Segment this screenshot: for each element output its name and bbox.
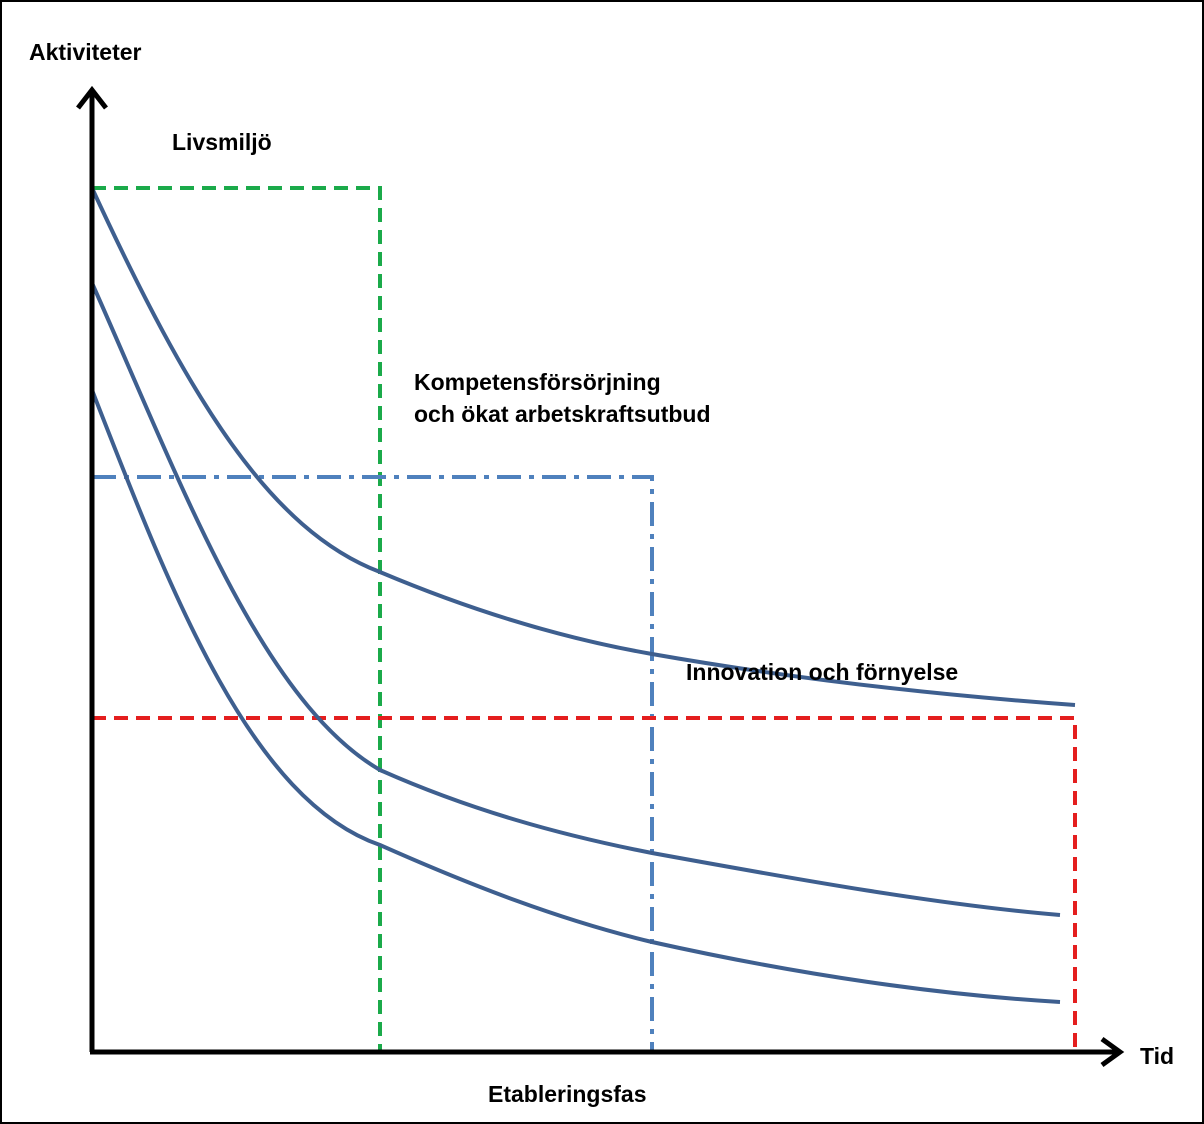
y-axis-label: Aktiviteter — [29, 39, 142, 65]
etablering-label: Etableringsfas — [488, 1081, 647, 1107]
arrow-up-icon — [76, 85, 108, 110]
innovation-label: Innovation och förnyelse — [686, 659, 959, 685]
livsmiljo-box — [92, 186, 382, 1052]
innovation-box — [92, 716, 1077, 1052]
x-axis-label: Tid — [1140, 1043, 1175, 1069]
arrow-right-icon — [1100, 1036, 1125, 1068]
livsmiljo-label: Livsmiljö — [172, 129, 272, 155]
curve-bottom — [90, 389, 1061, 1004]
kompetens-label-line2: och ökat arbetskraftsutbud — [414, 401, 711, 427]
kompetens-label-line1: Kompetensförsörjning — [414, 369, 661, 395]
curve-top — [90, 187, 1076, 707]
kompetens-box — [92, 475, 654, 1052]
curve-middle — [90, 282, 1061, 917]
kompetens-label: Kompetensförsörjning och ökat arbetskraf… — [414, 366, 711, 430]
